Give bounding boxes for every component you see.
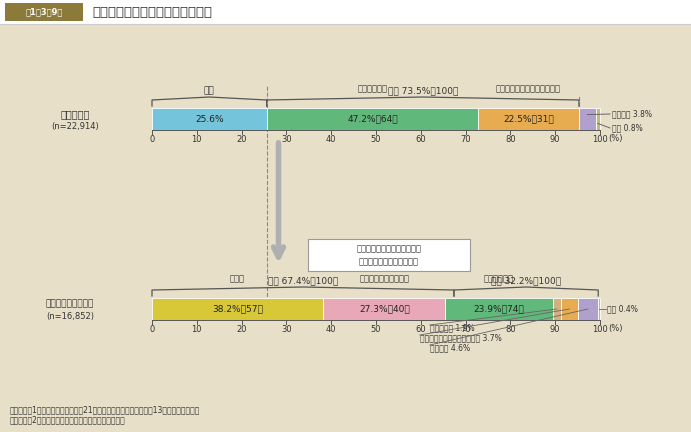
Bar <box>267 108 478 130</box>
Text: 70: 70 <box>460 324 471 334</box>
Text: 勤め（常勤）: 勤め（常勤） <box>357 84 388 93</box>
Text: 30: 30 <box>281 134 292 143</box>
Text: 60: 60 <box>415 324 426 334</box>
Text: 勤め（パート・アルバイト） 3.7%: 勤め（パート・アルバイト） 3.7% <box>419 334 502 343</box>
Text: 元パート・アルバイト: 元パート・アルバイト <box>359 274 409 283</box>
Text: 元自営業等 1.9%: 元自営業等 1.9% <box>430 324 475 333</box>
Text: 出産１年前に有職だった者の
出産半年後（現在）の状況: 出産１年前に有職だった者の 出産半年後（現在）の状況 <box>357 244 422 266</box>
Bar <box>578 298 598 320</box>
Text: 47.2%（64）: 47.2%（64） <box>347 114 398 124</box>
Text: (n=16,852): (n=16,852) <box>46 311 94 321</box>
Text: 80: 80 <box>505 324 515 334</box>
Text: 元常勤: 元常勤 <box>230 274 245 283</box>
Text: 20: 20 <box>236 134 247 143</box>
Bar <box>478 108 579 130</box>
Text: 有職 73.5%（100）: 有職 73.5%（100） <box>388 86 458 95</box>
Text: （備考）　1．厚生労働省「第１回21世紀出生児縦断調査」（平成13年度）より作成。: （備考） 1．厚生労働省「第１回21世紀出生児縦断調査」（平成13年度）より作成… <box>10 406 200 414</box>
Text: 100: 100 <box>592 324 608 334</box>
Text: 25.6%: 25.6% <box>195 114 224 124</box>
Text: 22.5%（31）: 22.5%（31） <box>503 114 554 124</box>
Bar <box>579 108 596 130</box>
Text: 勤め（パート・アルバイト）: 勤め（パート・アルバイト） <box>496 84 561 93</box>
Text: (%): (%) <box>608 134 623 143</box>
Text: 100: 100 <box>592 134 608 143</box>
Text: 50: 50 <box>371 134 381 143</box>
Bar <box>598 298 600 320</box>
FancyBboxPatch shape <box>307 239 470 271</box>
Text: 勤め（常勤）: 勤め（常勤） <box>484 274 514 283</box>
Text: 27.3%（40）: 27.3%（40） <box>359 305 410 314</box>
Text: 0: 0 <box>149 324 155 334</box>
Text: 無職 67.4%（100）: 無職 67.4%（100） <box>268 276 338 285</box>
Text: 40: 40 <box>326 134 337 143</box>
Bar <box>596 108 600 130</box>
Text: 自営業等 3.8%: 自営業等 3.8% <box>612 109 652 118</box>
Text: 出産１年前: 出産１年前 <box>60 109 90 119</box>
Bar <box>152 108 267 130</box>
Bar <box>323 298 446 320</box>
Bar <box>561 298 578 320</box>
Text: 2．きょうだい数１人（本人のみ）の場合。: 2．きょうだい数１人（本人のみ）の場合。 <box>10 416 126 425</box>
Text: 70: 70 <box>460 134 471 143</box>
Text: 30: 30 <box>281 324 292 334</box>
Bar <box>152 298 323 320</box>
Text: 80: 80 <box>505 134 515 143</box>
Text: 自営業等 4.6%: 自営業等 4.6% <box>430 343 470 353</box>
Text: 20: 20 <box>236 324 247 334</box>
Text: 出産半年後（現在）: 出産半年後（現在） <box>46 299 94 308</box>
Text: 不詳 0.8%: 不詳 0.8% <box>612 124 643 133</box>
Text: 38.2%（57）: 38.2%（57） <box>212 305 263 314</box>
Bar <box>446 298 553 320</box>
Text: 10: 10 <box>191 134 202 143</box>
Text: 第1－3－9図: 第1－3－9図 <box>26 7 63 16</box>
Text: 不詳 0.4%: 不詳 0.4% <box>607 305 638 314</box>
Text: 90: 90 <box>550 134 560 143</box>
Text: 23.9%（74）: 23.9%（74） <box>473 305 524 314</box>
Text: 50: 50 <box>371 324 381 334</box>
FancyBboxPatch shape <box>5 3 83 21</box>
Bar <box>0 0 691 24</box>
Text: 有職 32.2%（100）: 有職 32.2%（100） <box>491 276 561 285</box>
Text: (%): (%) <box>608 324 623 334</box>
Text: 10: 10 <box>191 324 202 334</box>
Bar <box>553 298 561 320</box>
Text: 0: 0 <box>149 134 155 143</box>
Text: 40: 40 <box>326 324 337 334</box>
Text: (n=22,914): (n=22,914) <box>51 121 99 130</box>
Text: 90: 90 <box>550 324 560 334</box>
Text: 無職: 無職 <box>204 86 215 95</box>
Text: 60: 60 <box>415 134 426 143</box>
Text: 出産前後の女性の就業状況の変化: 出産前後の女性の就業状況の変化 <box>92 6 212 19</box>
